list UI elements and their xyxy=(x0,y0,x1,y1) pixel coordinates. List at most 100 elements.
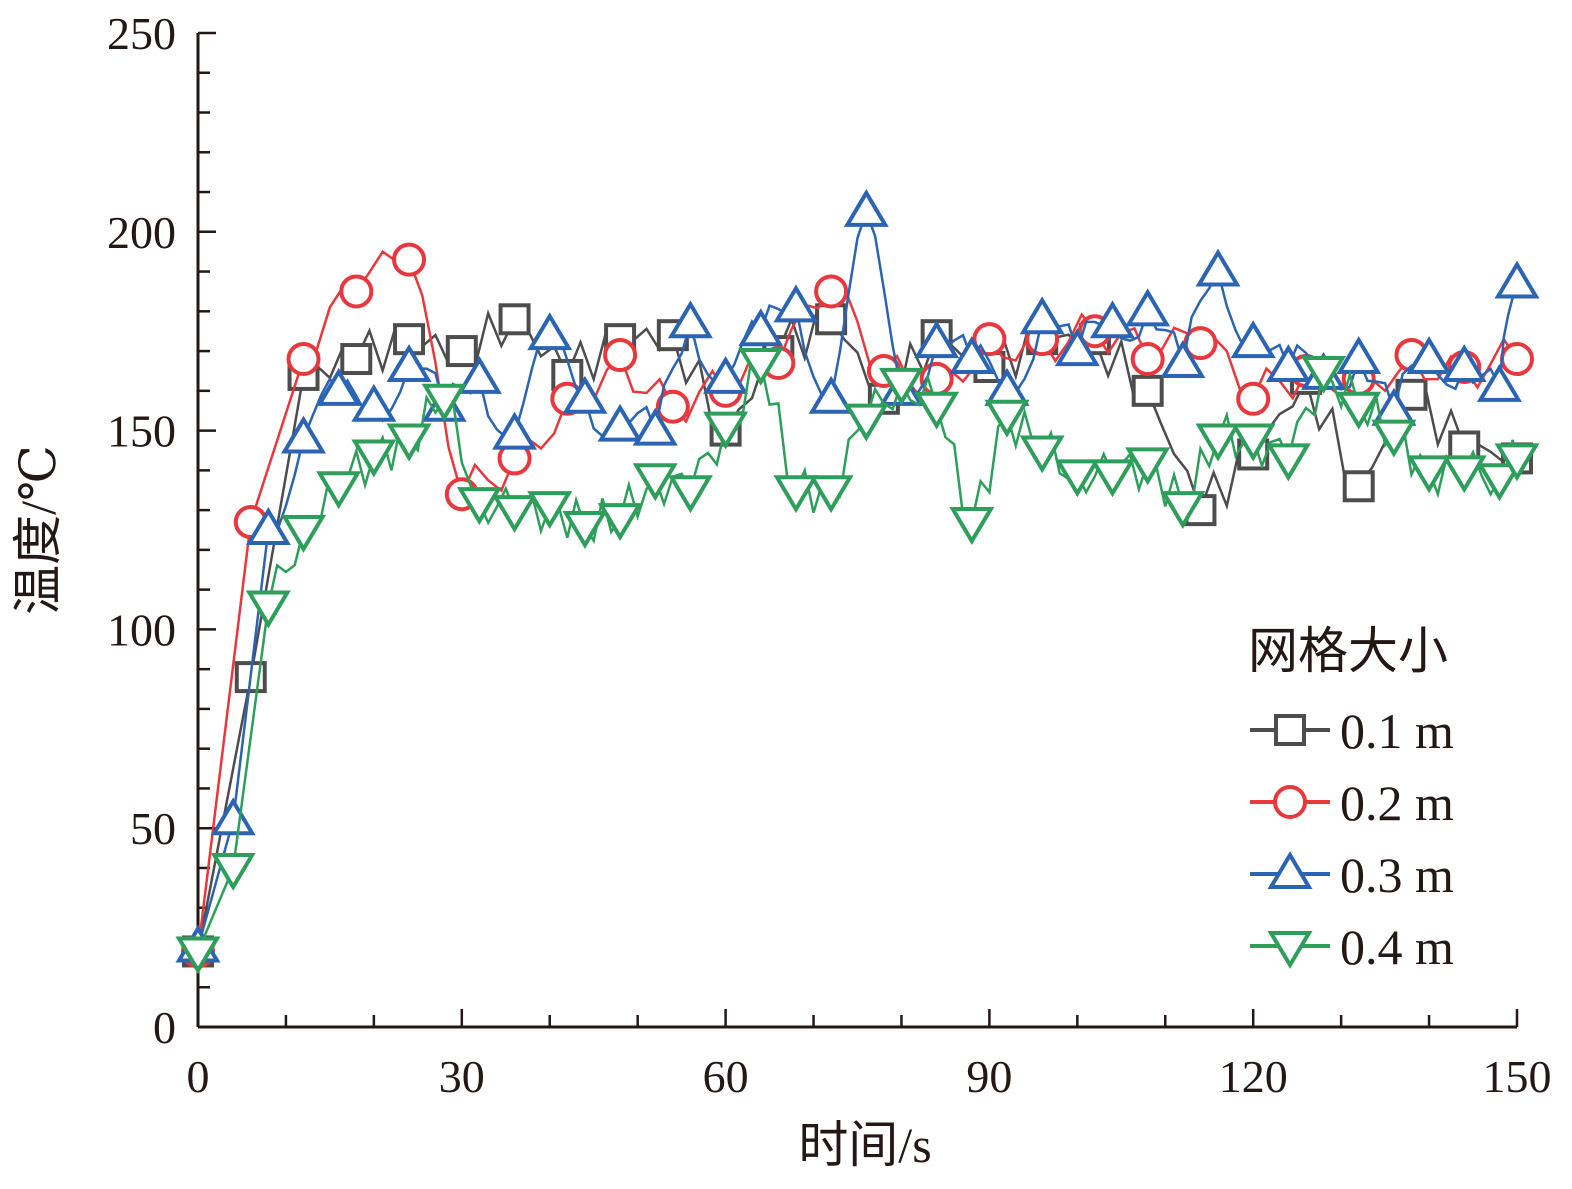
data-point xyxy=(1441,344,1487,382)
data-point xyxy=(175,936,221,975)
data-point xyxy=(1195,423,1241,462)
x-tick-label: 0 xyxy=(187,1051,210,1102)
data-point xyxy=(949,507,995,545)
data-point xyxy=(1160,340,1206,379)
x-tick-label: 90 xyxy=(966,1051,1012,1102)
legend: 网格大小 0.1 m 0.2 m 0.3 m 0.4 m xyxy=(1248,623,1454,975)
series-line xyxy=(196,250,1519,952)
data-point xyxy=(878,367,924,406)
y-tick-label: 250 xyxy=(107,8,176,59)
x-tick-label: 60 xyxy=(703,1051,749,1102)
data-point xyxy=(703,355,749,394)
axes: 0 30 60 90 120 150 0 50 100 150 200 250 xyxy=(107,8,1552,1102)
data-point xyxy=(914,320,960,359)
data-point xyxy=(340,343,373,376)
data-point xyxy=(1371,419,1417,458)
x-axis-title: 时间/s xyxy=(798,1117,931,1173)
data-point xyxy=(351,383,397,422)
data-point xyxy=(1342,470,1375,503)
data-point xyxy=(773,475,819,514)
data-point xyxy=(1125,447,1171,486)
data-point xyxy=(1301,355,1347,394)
data-point xyxy=(603,338,638,373)
data-point xyxy=(386,423,432,462)
legend-marker xyxy=(1274,714,1306,746)
legend-label: 0.4 m xyxy=(1340,919,1454,975)
data-point xyxy=(814,274,849,309)
data-point xyxy=(281,415,327,454)
data-point xyxy=(527,491,573,530)
data-point xyxy=(1406,336,1452,375)
legend-label: 0.1 m xyxy=(1340,703,1454,759)
y-tick-label: 50 xyxy=(130,803,176,854)
data-point xyxy=(562,511,608,549)
data-point xyxy=(1054,328,1100,367)
data-point xyxy=(1131,374,1164,407)
data-point xyxy=(773,284,819,323)
data-point xyxy=(1406,455,1452,494)
legend-label: 0.3 m xyxy=(1340,847,1454,903)
series-0.4m xyxy=(175,348,1540,975)
data-point xyxy=(1236,381,1271,416)
data-point xyxy=(351,439,397,478)
data-point xyxy=(386,344,432,382)
y-tick-label: 0 xyxy=(153,1002,176,1053)
data-point xyxy=(808,475,854,514)
legend-title: 网格大小 xyxy=(1248,623,1448,679)
y-tick-label: 150 xyxy=(107,406,176,457)
data-point xyxy=(527,312,573,351)
y-axis-title: 温度/℃ xyxy=(10,445,66,615)
data-point xyxy=(1500,342,1534,377)
data-point xyxy=(1230,423,1276,462)
data-point xyxy=(1494,443,1540,482)
data-point xyxy=(843,189,889,227)
data-point xyxy=(245,507,291,545)
data-point xyxy=(492,495,538,534)
data-point xyxy=(808,375,854,414)
legend-marker xyxy=(1267,851,1313,889)
data-point xyxy=(1019,296,1065,335)
data-point xyxy=(667,475,713,514)
data-point xyxy=(597,403,643,442)
data-point xyxy=(1336,391,1382,430)
data-point xyxy=(949,336,995,375)
data-point xyxy=(562,375,608,414)
x-tick-label: 150 xyxy=(1483,1051,1552,1102)
data-point xyxy=(815,303,848,336)
data-point xyxy=(456,487,502,526)
data-point xyxy=(1054,459,1100,498)
data-point xyxy=(392,242,427,277)
data-point xyxy=(655,389,690,424)
data-point xyxy=(597,503,643,541)
data-point xyxy=(1089,300,1136,339)
data-point xyxy=(667,300,713,339)
data-point xyxy=(456,355,502,394)
data-point xyxy=(316,471,362,510)
data-point xyxy=(632,463,678,502)
data-point xyxy=(843,403,889,442)
data-point xyxy=(632,407,678,446)
data-point xyxy=(492,411,538,450)
data-point xyxy=(245,590,291,629)
data-point xyxy=(984,399,1030,438)
data-point xyxy=(339,274,374,309)
series-0.3m xyxy=(175,189,1540,963)
data-point xyxy=(1089,459,1136,498)
data-point xyxy=(1494,260,1540,299)
legend-marker xyxy=(1267,931,1313,969)
data-point xyxy=(738,348,784,386)
y-tick-label: 200 xyxy=(107,207,176,258)
legend-label: 0.2 m xyxy=(1340,775,1454,831)
series-group xyxy=(175,189,1540,975)
legend-marker xyxy=(1273,785,1307,819)
data-point xyxy=(1019,435,1065,474)
data-point xyxy=(281,515,327,553)
data-point xyxy=(1195,248,1241,287)
data-point xyxy=(286,342,321,377)
data-point xyxy=(445,335,478,368)
data-point xyxy=(1476,463,1522,502)
y-tick-label: 100 xyxy=(107,604,176,655)
data-point xyxy=(703,411,749,450)
data-point xyxy=(1265,443,1311,482)
